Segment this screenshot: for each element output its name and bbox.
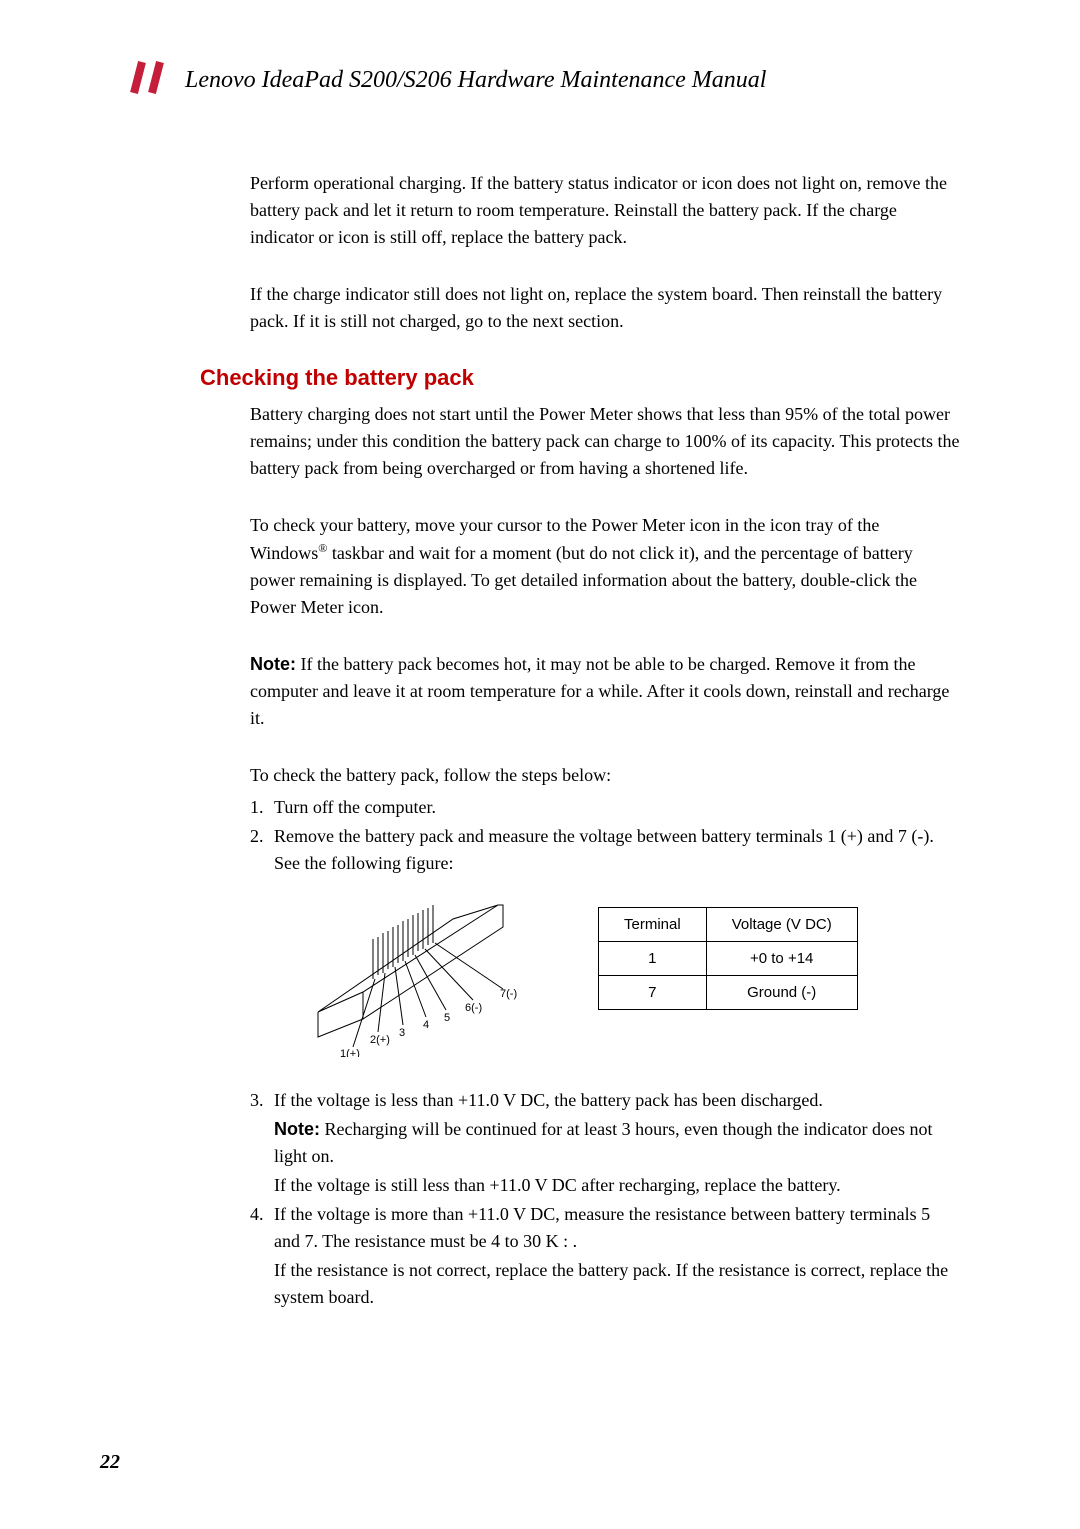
step-text: Remove the battery pack and measure the … (274, 823, 960, 877)
step-1: 1. Turn off the computer. (250, 794, 960, 821)
steps-intro: To check the battery pack, follow the st… (250, 762, 960, 789)
table-row: 7 Ground (-) (599, 976, 858, 1010)
step-number: 3. (250, 1087, 274, 1114)
step-list-continued: 3. If the voltage is less than +11.0 V D… (250, 1087, 960, 1311)
table-cell: 7 (599, 976, 707, 1010)
table-header: Voltage (V DC) (706, 908, 857, 942)
step-3: 3. If the voltage is less than +11.0 V D… (250, 1087, 960, 1114)
paragraph-2-part-b: taskbar and wait for a moment (but do no… (250, 543, 917, 617)
section-paragraph-2: To check your battery, move your cursor … (250, 512, 960, 621)
table-header: Terminal (599, 908, 707, 942)
step-4: 4. If the voltage is more than +11.0 V D… (250, 1201, 960, 1255)
terminal-label-7: 7(-) (500, 988, 517, 1000)
step-text: If the voltage is less than +11.0 V DC, … (274, 1087, 960, 1114)
note-text: If the battery pack becomes hot, it may … (250, 654, 949, 728)
step-text: If the resistance is not correct, replac… (274, 1257, 960, 1311)
note-paragraph-1: Note: If the battery pack becomes hot, i… (250, 651, 960, 732)
step-text: If the voltage is more than +11.0 V DC, … (274, 1201, 960, 1255)
table-cell: +0 to +14 (706, 942, 857, 976)
step-number: 1. (250, 794, 274, 821)
step-list: 1. Turn off the computer. 2. Remove the … (250, 794, 960, 877)
note-label: Note: (250, 654, 296, 674)
step-text: Turn off the computer. (274, 794, 960, 821)
intro-paragraph-1: Perform operational charging. If the bat… (250, 170, 960, 251)
terminal-label-5: 5 (444, 1012, 450, 1024)
table-row: 1 +0 to +14 (599, 942, 858, 976)
intro-paragraph-2: If the charge indicator still does not l… (250, 281, 960, 335)
page-number: 22 (100, 1451, 120, 1474)
terminal-label-2: 2(+) (370, 1034, 390, 1046)
note-label: Note: (274, 1119, 320, 1139)
step-spacer (250, 1172, 274, 1199)
step-spacer (250, 1116, 274, 1170)
terminal-label-3: 3 (399, 1027, 405, 1039)
step-spacer (250, 1257, 274, 1311)
step-text: If the voltage is still less than +11.0 … (274, 1172, 960, 1199)
table-header-row: Terminal Voltage (V DC) (599, 908, 858, 942)
diagram-and-table-row: 1(+) 2(+) 3 4 5 6(-) 7(-) Terminal Volta… (278, 897, 960, 1062)
section-heading: Checking the battery pack (200, 365, 980, 391)
step-number: 2. (250, 823, 274, 877)
terminal-label-6: 6(-) (465, 1002, 482, 1014)
battery-terminal-diagram: 1(+) 2(+) 3 4 5 6(-) 7(-) (278, 897, 558, 1062)
step-3-note: Note: Recharging will be continued for a… (250, 1116, 960, 1170)
note-text: Recharging will be continued for at leas… (274, 1119, 933, 1166)
table-cell: Ground (-) (706, 976, 857, 1010)
table-cell: 1 (599, 942, 707, 976)
voltage-table: Terminal Voltage (V DC) 1 +0 to +14 7 Gr… (598, 907, 858, 1010)
step-4-continued: If the resistance is not correct, replac… (250, 1257, 960, 1311)
terminal-label-1: 1(+) (340, 1048, 360, 1057)
step-3-continued: If the voltage is still less than +11.0 … (250, 1172, 960, 1199)
step-number: 4. (250, 1201, 274, 1255)
step-2: 2. Remove the battery pack and measure t… (250, 823, 960, 877)
terminal-label-4: 4 (423, 1019, 429, 1031)
brand-slash-icon (130, 60, 170, 100)
manual-title: Lenovo IdeaPad S200/S206 Hardware Mainte… (185, 67, 766, 94)
page-header: Lenovo IdeaPad S200/S206 Hardware Mainte… (130, 60, 980, 100)
section-paragraph-1: Battery charging does not start until th… (250, 401, 960, 482)
